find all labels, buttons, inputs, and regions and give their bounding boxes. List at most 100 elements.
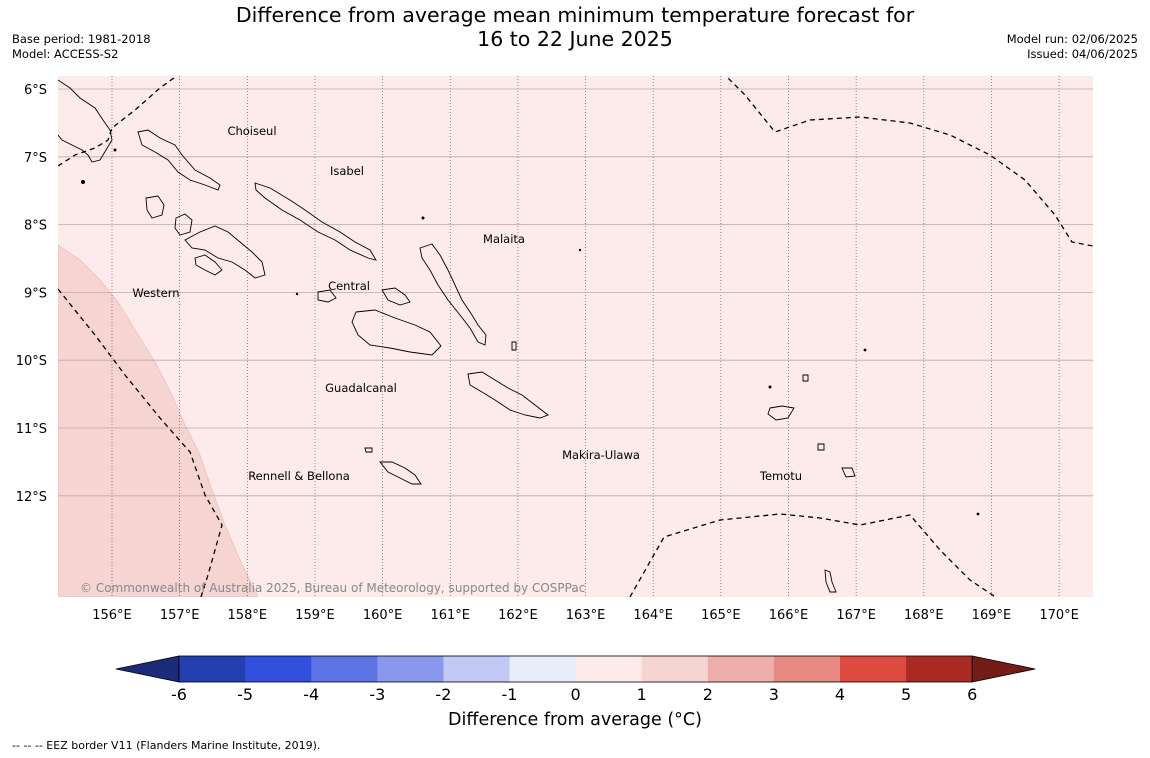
issued-date: Issued: 04/06/2025 xyxy=(1027,47,1138,61)
colorbar: -6 -5 -4 -3 -2 -1 0 1 2 3 4 5 6 xyxy=(115,655,1036,704)
island-rennell xyxy=(379,461,422,485)
model-name: Model: ACCESS-S2 xyxy=(12,47,119,61)
province-label: Malaita xyxy=(483,232,525,246)
island-malaita xyxy=(419,243,487,346)
colorbar-segment xyxy=(179,656,246,682)
coastlines xyxy=(58,79,856,593)
colorbar-segment xyxy=(641,656,709,682)
island-choiseul xyxy=(137,129,221,191)
colorbar-segment xyxy=(575,656,643,682)
colorbar-segment xyxy=(906,656,973,682)
colorbar-tick: -5 xyxy=(237,685,253,704)
lat-label: 7°S xyxy=(24,151,47,166)
colorbar-extend-low xyxy=(115,655,180,683)
island-makira xyxy=(467,371,549,419)
colorbar-tick: -1 xyxy=(502,685,518,704)
islet xyxy=(113,148,117,152)
lat-label: 11°S xyxy=(16,422,47,437)
colorbar-tick: 1 xyxy=(637,685,647,704)
eez-border-west xyxy=(58,288,223,597)
anomaly-band-1-2 xyxy=(58,244,259,597)
graticule xyxy=(58,76,1093,597)
islet xyxy=(421,216,425,220)
islet xyxy=(768,385,772,389)
colorbar-segment xyxy=(443,656,510,682)
islet xyxy=(578,248,582,252)
map-background xyxy=(58,76,1093,597)
island-kolombangara xyxy=(174,213,193,236)
island-florida xyxy=(317,289,337,303)
colorbar-frame xyxy=(178,655,973,683)
colorbar-tick: 4 xyxy=(835,685,845,704)
colorbar-tick: -3 xyxy=(369,685,385,704)
lon-label: 159°E xyxy=(295,608,335,623)
colorbar-tick: 6 xyxy=(967,685,977,704)
lon-label: 163°E xyxy=(566,608,606,623)
island-reef-islands xyxy=(802,374,809,382)
colorbar-tick: -4 xyxy=(303,685,319,704)
province-labels: Choiseul Isabel Malaita Western Central Guada… xyxy=(132,124,802,483)
island-russell xyxy=(381,287,411,306)
lon-label: 161°E xyxy=(430,608,470,623)
latitude-labels: 6°S 7°S 8°S 9°S 10°S 11°S 12°S xyxy=(16,83,47,505)
province-label: Temotu xyxy=(759,469,802,483)
colorbar-tick: 5 xyxy=(901,685,911,704)
province-label: Central xyxy=(328,279,370,293)
island-guadalcanal xyxy=(351,309,442,356)
lat-label: 8°S xyxy=(24,219,47,234)
province-label: Isabel xyxy=(330,164,364,178)
lon-label: 160°E xyxy=(363,608,403,623)
lon-label: 168°E xyxy=(904,608,944,623)
base-info: Base period: 1981-2018 Model: ACCESS-S2 xyxy=(12,32,151,62)
lat-label: 10°S xyxy=(16,354,47,369)
islet xyxy=(863,348,867,352)
footer-note: -- -- -- EEZ border V11 (Flanders Marine… xyxy=(12,739,321,752)
island-santa-cruz xyxy=(767,405,795,421)
lon-label: 158°E xyxy=(228,608,268,623)
lon-label: 156°E xyxy=(92,608,132,623)
colorbar-segment xyxy=(840,656,907,682)
lon-label: 169°E xyxy=(972,608,1012,623)
title-line-1: Difference from average mean minimum tem… xyxy=(235,3,915,27)
island-vangunu xyxy=(194,254,223,276)
island-anuta xyxy=(824,569,837,593)
colorbar-tick: 0 xyxy=(571,685,581,704)
colorbar-segment xyxy=(773,656,841,682)
colorbar-tick: -2 xyxy=(435,685,451,704)
lon-label: 167°E xyxy=(836,608,876,623)
island-western-1 xyxy=(145,195,165,219)
lon-label: 157°E xyxy=(160,608,200,623)
colorbar-tick: -6 xyxy=(171,685,187,704)
eez-border-east xyxy=(725,76,1093,247)
model-run: Model run: 02/06/2025 xyxy=(1006,32,1138,46)
island-bougainville xyxy=(58,79,113,163)
islet xyxy=(295,292,299,296)
colorbar-segment xyxy=(245,656,312,682)
colorbar-segment xyxy=(707,656,775,682)
islet xyxy=(81,180,85,184)
colorbar-label: Difference from average (°C) xyxy=(448,710,702,730)
colorbar-segment xyxy=(311,656,378,682)
title-line-2: 16 to 22 June 2025 xyxy=(477,27,673,51)
colorbar-extend-high xyxy=(971,655,1036,683)
colorbar-tick: 2 xyxy=(703,685,713,704)
lon-label: 170°E xyxy=(1039,608,1079,623)
province-label: Guadalcanal xyxy=(325,381,397,395)
colorbar-segment xyxy=(509,656,577,682)
island-ulawa xyxy=(511,341,517,351)
lon-label: 162°E xyxy=(498,608,538,623)
longitude-labels: 156°E 157°E 158°E 159°E 160°E 161°E 162°E 163°E… xyxy=(92,608,1079,623)
islet xyxy=(976,512,980,516)
lon-label: 166°E xyxy=(769,608,809,623)
island-isabel xyxy=(254,182,377,261)
colorbar-segment xyxy=(377,656,444,682)
island-vanikoro xyxy=(841,467,856,478)
island-new-georgia xyxy=(184,225,266,279)
island-bellona xyxy=(364,447,373,453)
lon-label: 165°E xyxy=(701,608,741,623)
eez-borders xyxy=(58,76,1093,597)
copyright-notice: © Commonwealth of Australia 2025, Bureau… xyxy=(80,581,585,595)
colorbar-tick: 3 xyxy=(769,685,779,704)
map-title: Difference from average mean minimum tem… xyxy=(0,3,1150,51)
